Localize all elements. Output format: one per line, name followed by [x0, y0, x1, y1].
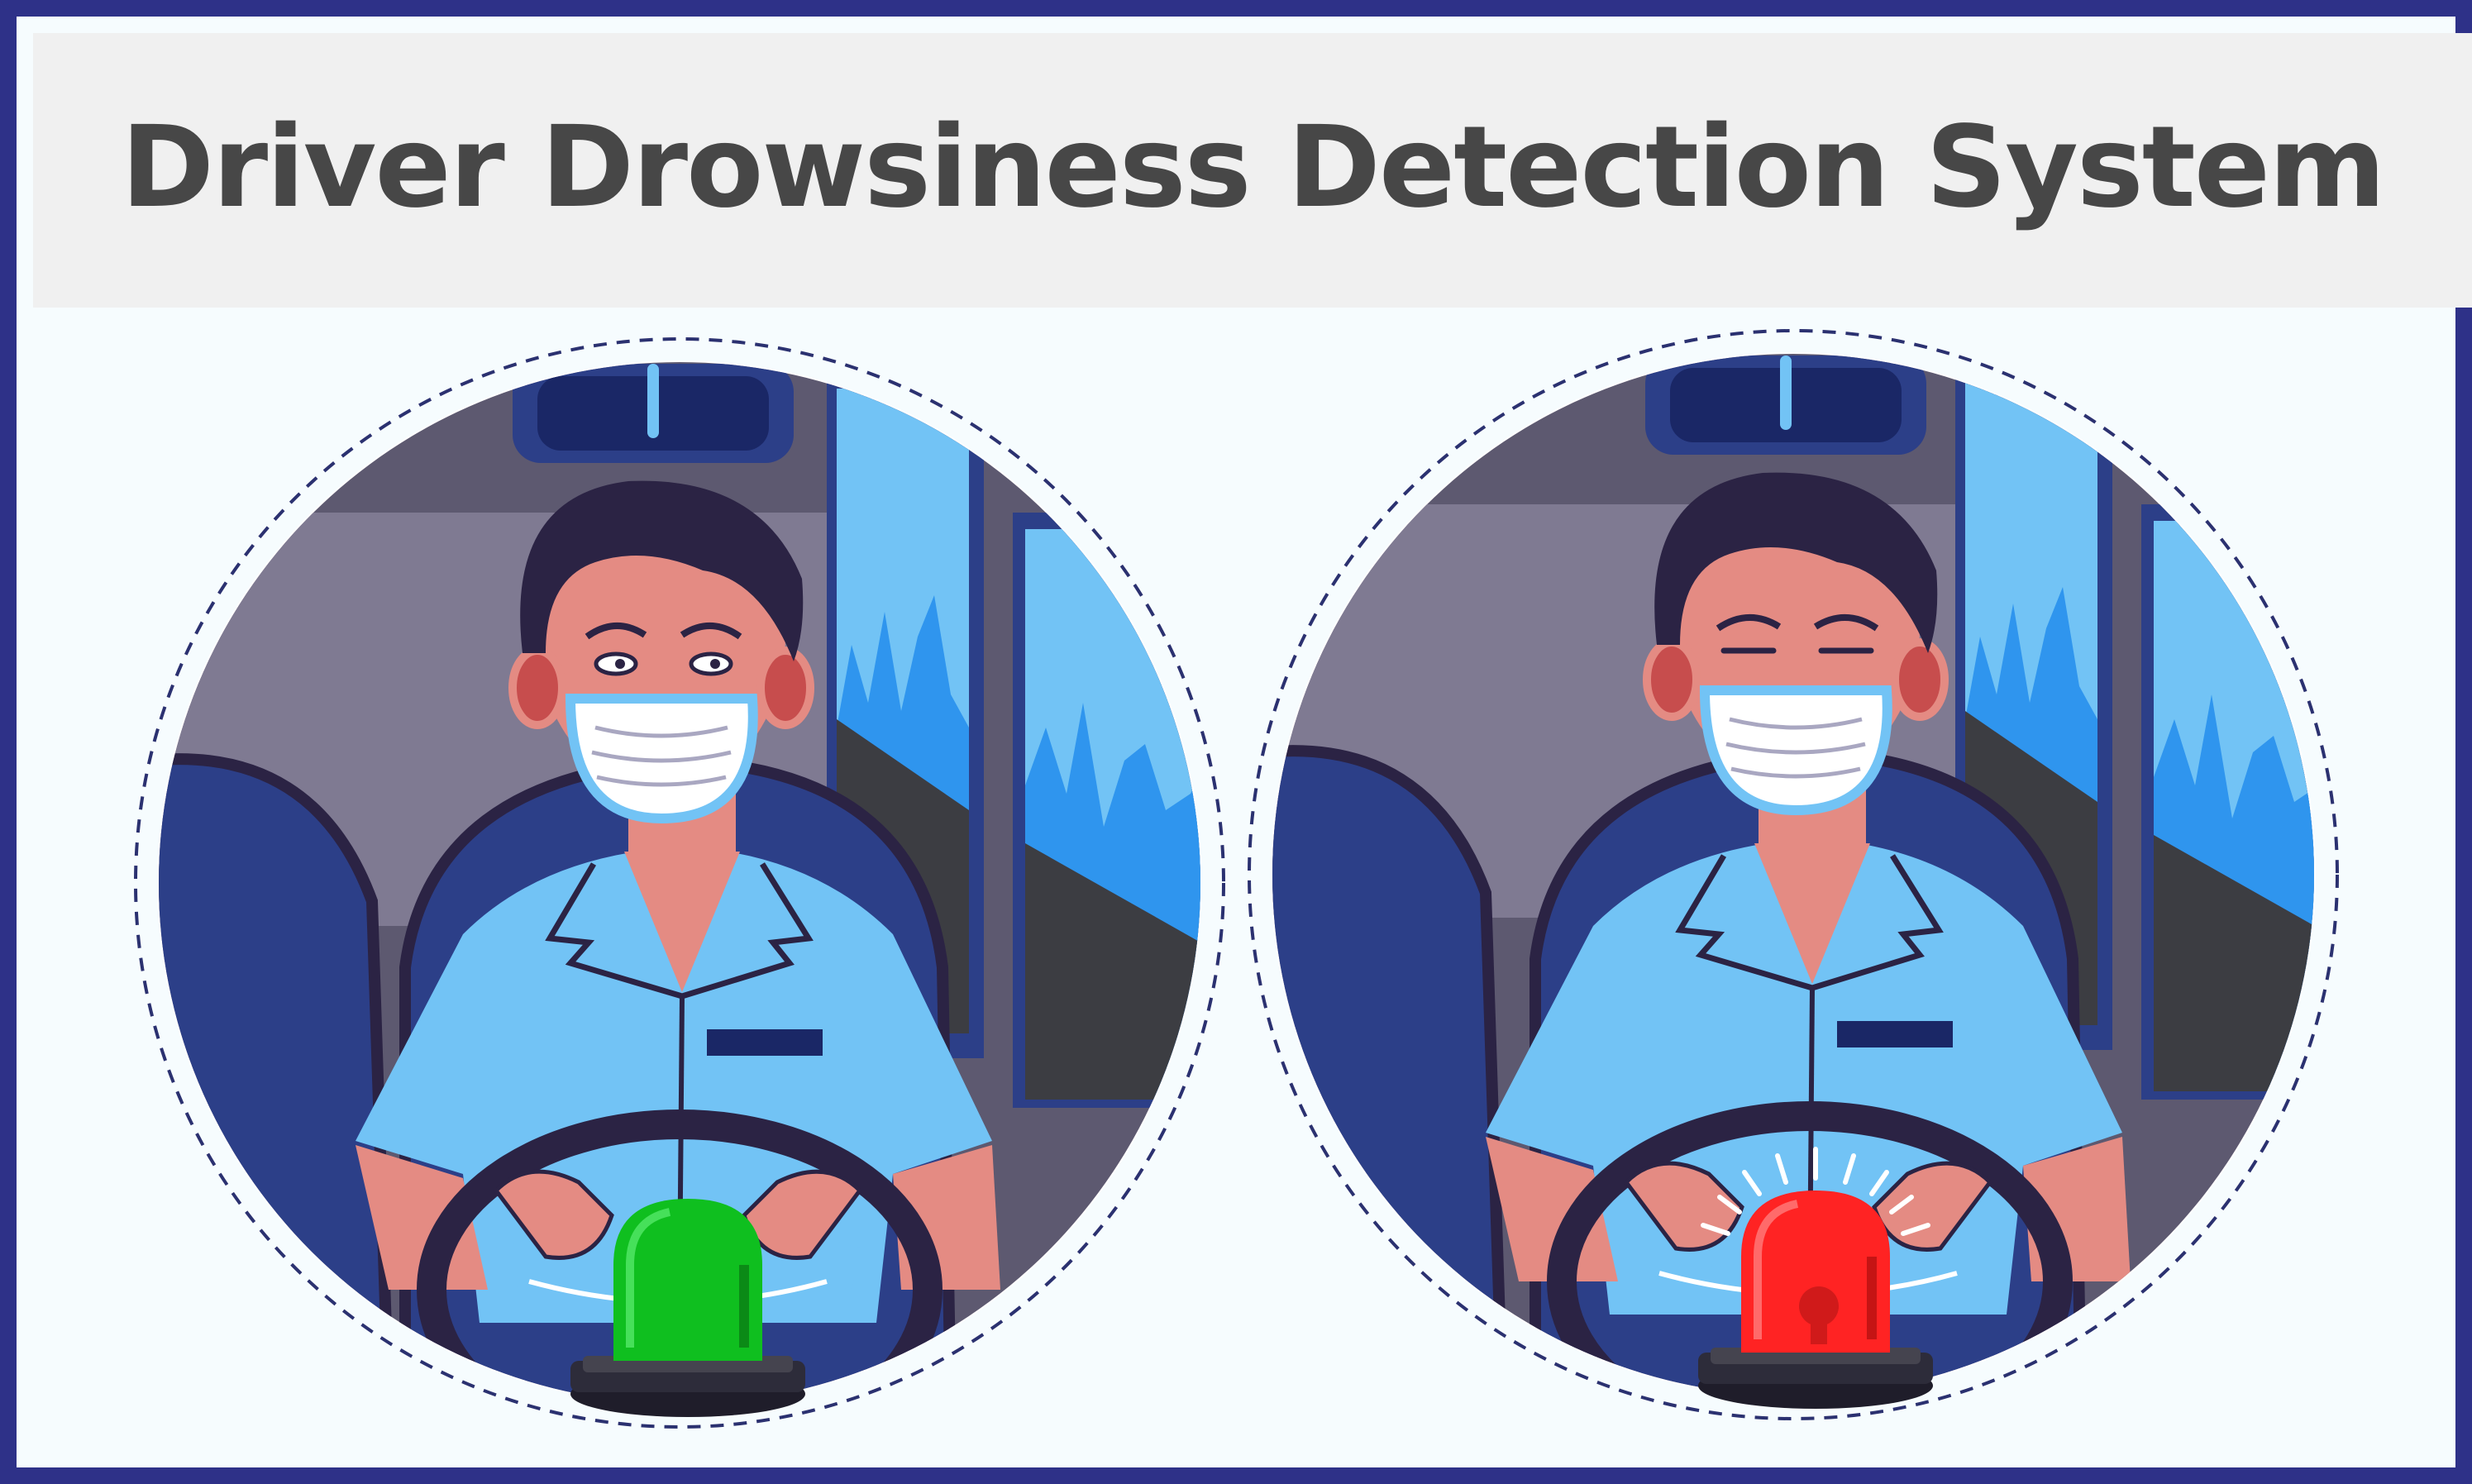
face-mask-left: [565, 694, 758, 824]
green-siren-light-icon: [570, 1199, 805, 1417]
closed-eyes-icon: [1716, 614, 1879, 654]
page-title: Driver Drowsiness Detection System: [121, 103, 2386, 233]
passenger-seat-right: [1272, 745, 1509, 1396]
face-mask-right: [1699, 685, 1892, 816]
header-band: Driver Drowsiness Detection System: [33, 33, 2472, 308]
red-siren-light-icon: [1698, 1147, 1933, 1409]
hair-left: [520, 480, 804, 661]
awake-driver-panel: [134, 337, 1225, 1429]
dashed-ring-left: [134, 337, 1225, 1429]
open-eyes-icon: [585, 623, 742, 676]
dashed-ring-right: [1248, 329, 2339, 1420]
drowsy-driver-panel: [1248, 329, 2339, 1420]
rearview-mirror-right: [1645, 355, 1926, 455]
rearview-mirror-left: [513, 364, 794, 463]
hair-right: [1654, 472, 1938, 653]
passenger-seat-left: [159, 753, 395, 1404]
